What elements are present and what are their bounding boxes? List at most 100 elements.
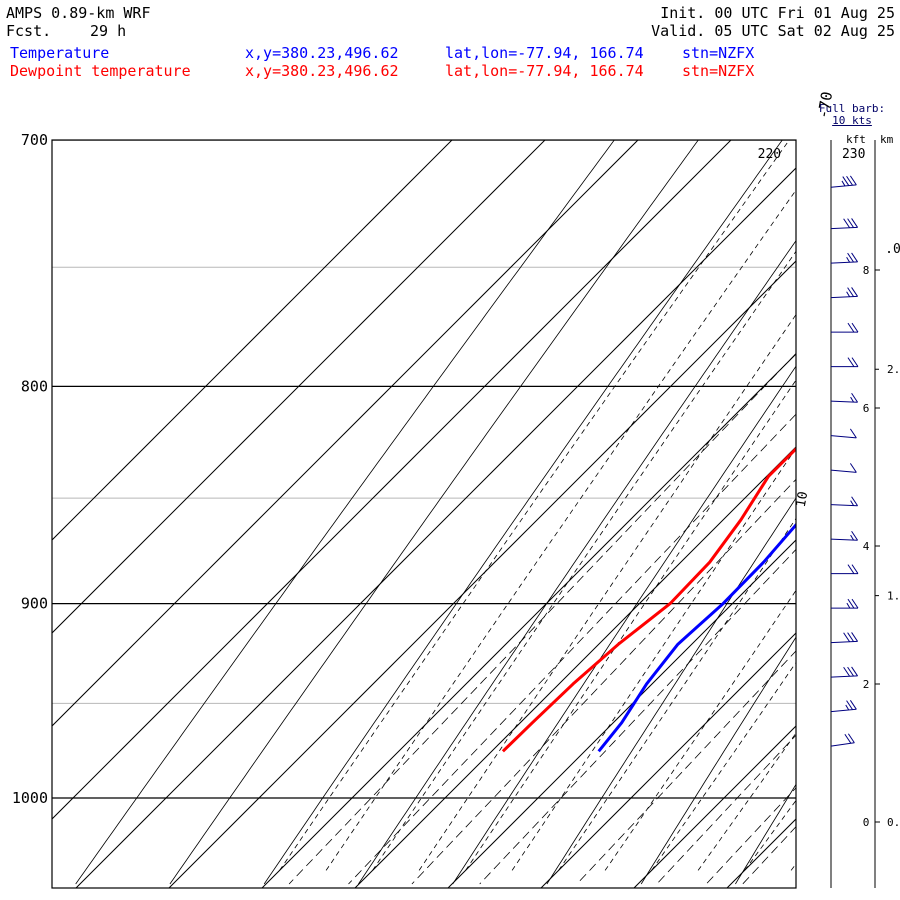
- mixing-ratio-label: 10: [794, 490, 811, 508]
- init-time: Init. 00 UTC Fri 01 Aug 25: [660, 4, 895, 22]
- wind-barb: [830, 530, 859, 541]
- background-lines: [52, 140, 900, 888]
- wind-barb-flag: [851, 357, 859, 367]
- isotherm-line: [52, 140, 453, 541]
- legend-dewpoint-station: stn=NZFX: [682, 62, 755, 80]
- isotherm-line: [540, 632, 796, 888]
- wind-barb-column: 0 2 4 6 8 0. 1. 2.: [830, 140, 900, 888]
- wind-barb-flag: [849, 175, 857, 186]
- mixing-ratio-line: [479, 548, 796, 885]
- dewpoint-profile-line: [501, 446, 796, 753]
- mixing-ratio-line: [411, 478, 796, 885]
- wind-barb-flag: [847, 322, 855, 333]
- forecast-hour: 29 h: [90, 22, 127, 40]
- wind-barb-half-flag: [850, 396, 855, 403]
- wind-barb-flag: [851, 496, 859, 507]
- wind-barb-half-flag: [846, 602, 851, 609]
- dry-adiabat: [546, 497, 796, 885]
- model-title: AMPS 0.89-km WRF: [6, 4, 151, 22]
- legend-dewpoint-latlon: lat,lon=-77.94, 166.74: [445, 62, 644, 80]
- wind-barb-flag: [846, 175, 853, 186]
- wind-barb-flag: [844, 733, 852, 744]
- dry-adiabat: [358, 239, 796, 885]
- wind-barb-flag: [846, 700, 853, 710]
- barb-legend: Full barb: 10 kts: [812, 103, 892, 127]
- wind-barb-flag: [851, 392, 859, 403]
- kft-tick-label: 2: [863, 678, 870, 691]
- wind-barb-flag: [847, 598, 855, 609]
- legend-temperature-station: stn=NZFX: [682, 44, 755, 62]
- wind-barb-staff: [830, 708, 857, 713]
- wind-barb-flag: [851, 218, 859, 228]
- wind-barb-flag: [843, 632, 851, 643]
- legend-dewpoint-name: Dewpoint temperature: [10, 62, 191, 80]
- isotherm-line: [168, 260, 796, 888]
- wind-barb-flag: [849, 428, 857, 439]
- isotherm-line: [354, 446, 796, 888]
- wind-barb-flag: [851, 632, 859, 642]
- moist-adiabat: [697, 732, 796, 871]
- pressure-axis: 700 800 900 1000: [12, 131, 48, 807]
- mixing-ratio-line: [795, 883, 796, 884]
- legend-temperature-latlon: lat,lon=-77.94, 166.74: [445, 44, 644, 62]
- dry-adiabat: [169, 140, 699, 885]
- km-unit-label: km: [880, 133, 894, 146]
- km-tick-label: 1.: [887, 590, 900, 603]
- dry-adiabat: [452, 365, 796, 885]
- wind-barb-flag: [851, 564, 859, 574]
- legend-temperature-name: Temperature: [10, 44, 110, 62]
- barb-legend-line2: 10 kts: [832, 114, 872, 127]
- moist-adiabat: [558, 517, 796, 871]
- wind-barb: [831, 564, 859, 575]
- temperature-axis: -70-60-50-40-30-20-100: [814, 90, 836, 120]
- wind-barb: [830, 496, 859, 507]
- mixing-ratio-line: [348, 413, 796, 885]
- pressure-tick-label: 900: [21, 595, 48, 613]
- wind-barb-flag: [847, 357, 855, 367]
- moist-adiabat: [604, 589, 796, 871]
- wind-barb-flag: [849, 700, 857, 710]
- isotherm-line: [726, 818, 796, 888]
- kft-tick-label: 0: [863, 816, 870, 829]
- wind-barb-flag: [847, 287, 855, 297]
- isotherm-line: [75, 167, 796, 888]
- wind-barb-flag: [843, 667, 851, 677]
- kft-tick-label: 4: [863, 540, 870, 553]
- wind-barb-half-flag: [850, 534, 855, 541]
- temperature-tick-label: -70: [814, 90, 836, 120]
- wind-barb: [830, 428, 857, 439]
- header: AMPS 0.89-km WRF Fcst. 29 h Init. 00 UTC…: [0, 0, 900, 90]
- plot-frame: [51, 139, 797, 889]
- wind-barb-flag: [851, 530, 859, 541]
- km-tick-label: 2.: [887, 363, 900, 376]
- moist-adiabat: [744, 799, 796, 871]
- legend-dewpoint-xy: x,y=380.23,496.62: [245, 62, 399, 80]
- moist-adiabat: [511, 447, 796, 871]
- moist-adiabat: [279, 140, 790, 871]
- line-labels: 220230240250260270280290300.05.1.2.41234…: [758, 147, 900, 508]
- wind-barb-flag: [849, 463, 857, 473]
- wind-barb-flag: [847, 632, 855, 642]
- barb-legend-line1: Full barb:: [818, 102, 886, 115]
- mixing-ratio-label: .05: [885, 242, 900, 257]
- mixing-ratio-line: [288, 352, 796, 885]
- temperature-profile-line: [597, 522, 796, 753]
- kft-unit-label: kft: [846, 133, 866, 146]
- dry-adiabat: [263, 140, 783, 885]
- wind-barb-staff: [830, 435, 857, 439]
- wind-barb-flag: [843, 218, 851, 229]
- wind-barb: [830, 733, 855, 747]
- isotherm-line: [633, 725, 796, 888]
- wind-barb: [830, 287, 859, 299]
- legend-temperature-xy: x,y=380.23,496.62: [245, 44, 399, 62]
- pressure-tick-label: 800: [21, 377, 48, 395]
- mixing-ratio-line: [867, 242, 900, 884]
- wind-barb-half-flag: [845, 704, 850, 711]
- wind-barb-flag: [847, 733, 855, 744]
- valid-time: Valid. 05 UTC Sat 02 Aug 25: [651, 22, 895, 40]
- wind-barb-flag: [851, 598, 859, 609]
- moist-adiabat: [372, 250, 796, 871]
- kft-tick-label: 8: [863, 264, 870, 277]
- wind-barb: [830, 700, 857, 713]
